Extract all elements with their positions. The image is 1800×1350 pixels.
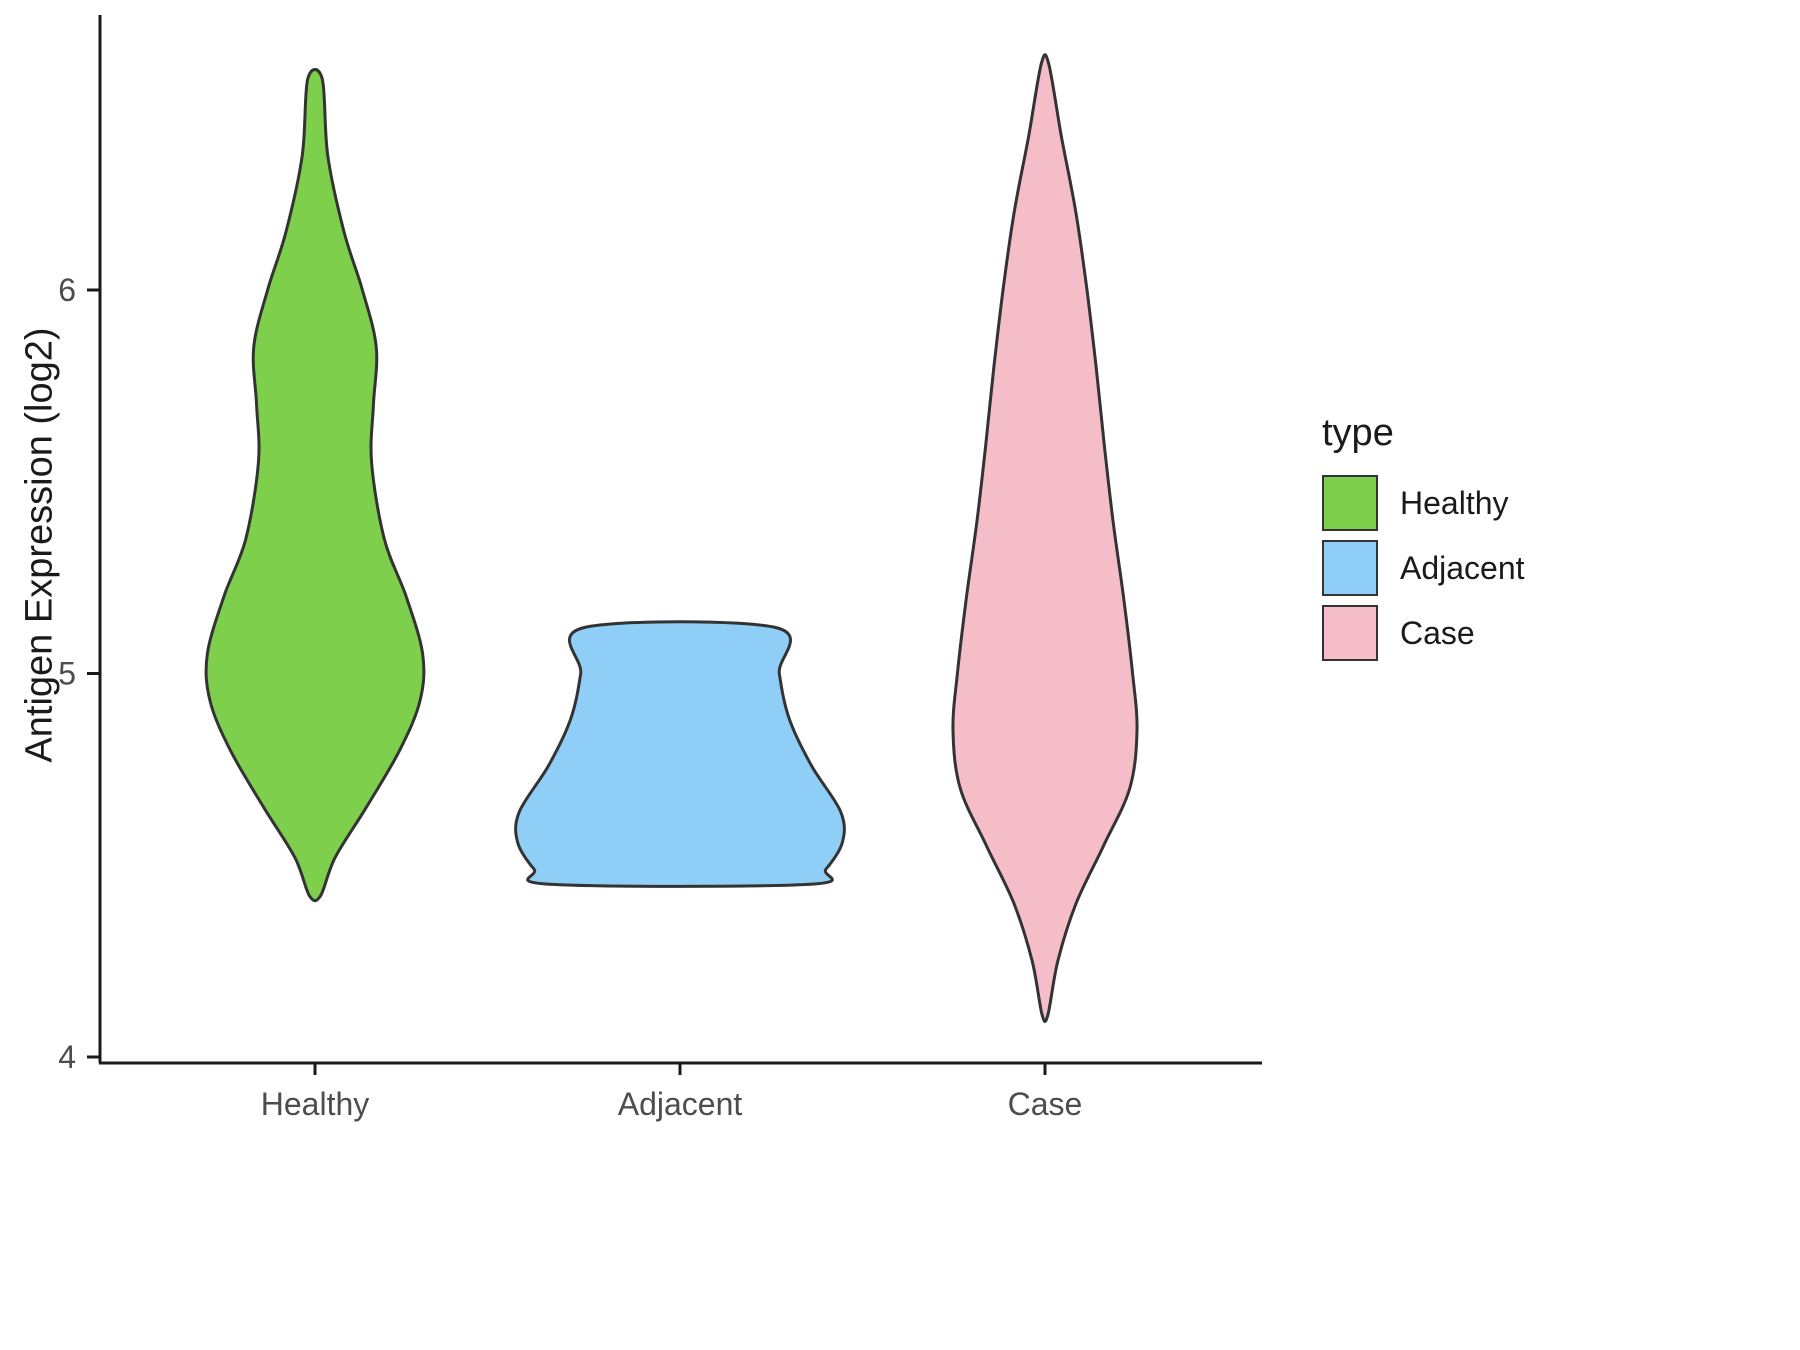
legend-key-swatch (1322, 605, 1378, 661)
y-axis-title: Antigen Expression (log2) (18, 327, 61, 763)
y-tick-label: 4 (58, 1039, 76, 1075)
y-tick-label: 5 (58, 656, 76, 692)
legend-item-adjacent: Adjacent (1322, 540, 1525, 596)
legend-item-label: Healthy (1400, 484, 1509, 521)
legend-title: type (1322, 412, 1394, 454)
x-category-label-healthy: Healthy (261, 1086, 370, 1122)
y-tick-label: 6 (58, 272, 76, 308)
legend-item-label: Adjacent (1400, 549, 1525, 586)
violin-case (951, 53, 1139, 1024)
legend-key-swatch (1322, 540, 1378, 596)
legend: type Healthy Adjacent Case (1322, 412, 1525, 670)
violin-adjacent (514, 620, 846, 888)
legend-item-case: Case (1322, 605, 1525, 661)
legend-key-swatch (1322, 475, 1378, 531)
x-category-label-case: Case (1008, 1086, 1083, 1122)
legend-item-healthy: Healthy (1322, 475, 1525, 531)
legend-item-label: Case (1400, 614, 1475, 651)
violin-healthy (204, 68, 426, 903)
x-category-label-adjacent: Adjacent (618, 1086, 743, 1122)
legend-items: Healthy Adjacent Case (1322, 475, 1525, 661)
